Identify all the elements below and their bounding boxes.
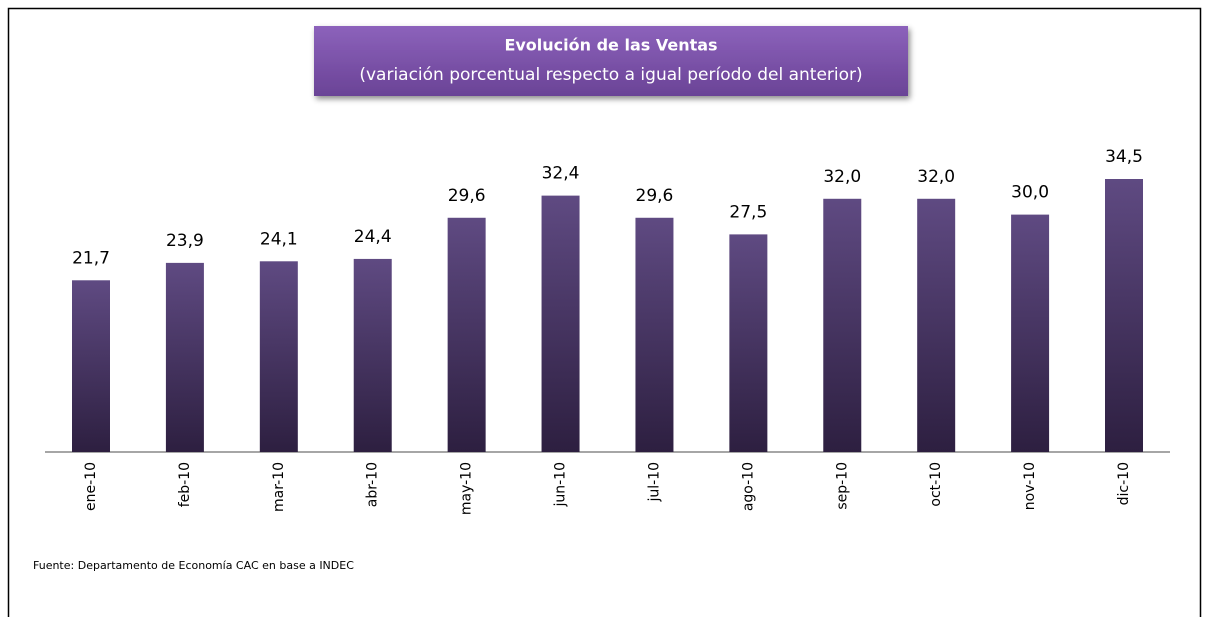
chart-subtitle: (variación porcentual respecto a igual p… xyxy=(359,65,862,85)
bar xyxy=(165,262,204,452)
value-label: 24,4 xyxy=(354,227,392,247)
value-label: 32,0 xyxy=(823,167,861,187)
bar xyxy=(259,261,298,452)
value-label: 32,0 xyxy=(917,167,955,187)
x-tick-label: dic-10 xyxy=(1116,462,1132,505)
x-tick-label: jul-10 xyxy=(646,462,662,503)
bar xyxy=(1105,179,1143,452)
source-note: Fuente: Departamento de Economía CAC en … xyxy=(33,559,354,572)
bar xyxy=(353,258,392,452)
bar xyxy=(729,234,768,452)
x-tick-label: ene-10 xyxy=(83,462,99,511)
bar xyxy=(917,198,956,452)
bar xyxy=(635,217,674,452)
value-label: 27,5 xyxy=(729,202,767,222)
x-tick-label: sep-10 xyxy=(834,462,850,510)
bar xyxy=(823,198,862,452)
value-label: 30,0 xyxy=(1011,183,1049,203)
bar xyxy=(1011,214,1050,452)
bar xyxy=(72,280,110,452)
x-tick-label: abr-10 xyxy=(365,462,381,507)
x-tick-label: nov-10 xyxy=(1022,462,1038,510)
value-label: 34,5 xyxy=(1105,147,1143,167)
value-label: 23,9 xyxy=(166,231,204,251)
value-label: 29,6 xyxy=(448,186,486,206)
title-box xyxy=(314,26,908,96)
value-label: 32,4 xyxy=(542,164,580,184)
value-label: 29,6 xyxy=(636,186,674,206)
x-tick-label: mar-10 xyxy=(271,462,287,512)
x-tick-label: ago-10 xyxy=(740,462,756,511)
x-tick-label: feb-10 xyxy=(177,462,193,507)
x-tick-label: may-10 xyxy=(459,462,475,515)
bar xyxy=(447,217,486,452)
x-tick-label: jun-10 xyxy=(553,462,569,508)
value-label: 24,1 xyxy=(260,229,298,249)
bar xyxy=(541,195,580,453)
frame xyxy=(7,7,1202,617)
value-label: 21,7 xyxy=(72,248,110,268)
x-tick-label: oct-10 xyxy=(928,462,944,507)
chart-title: Evolución de las Ventas xyxy=(504,36,717,55)
